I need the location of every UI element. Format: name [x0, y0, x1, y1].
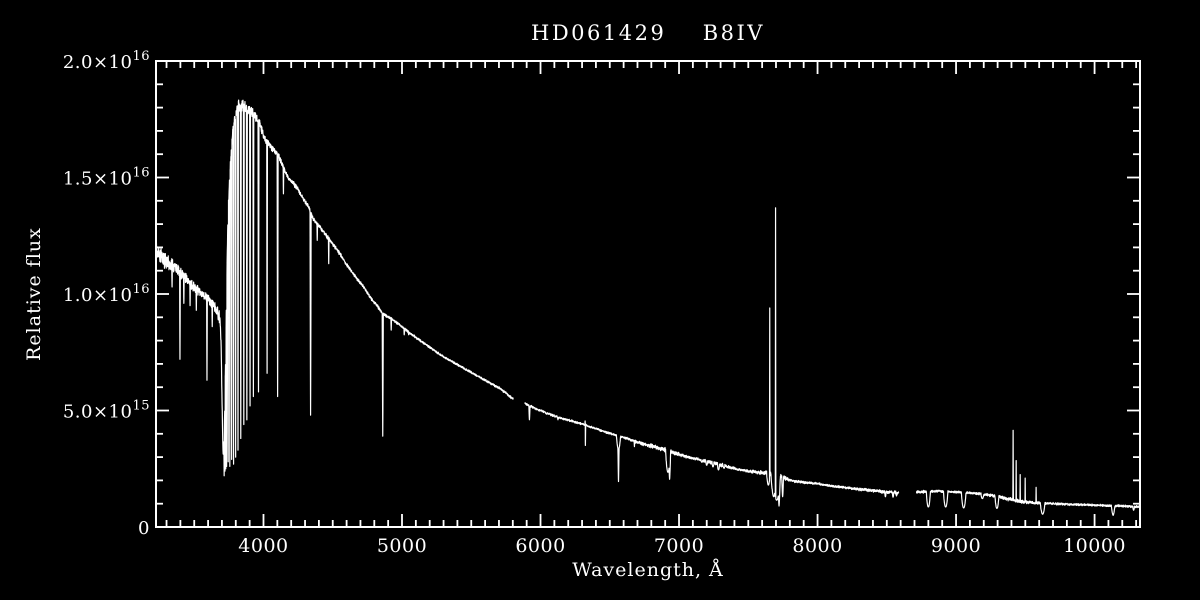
- y-tick-label: 0: [138, 518, 150, 539]
- x-tick-label: 10000: [1063, 535, 1126, 557]
- y-tick-label: 1.5×1016: [63, 166, 150, 190]
- x-tick-label: 8000: [792, 535, 842, 557]
- x-tick-label: 4000: [238, 535, 288, 557]
- plot-frame: [155, 60, 1141, 528]
- y-tick-label: 1.0×1016: [63, 282, 150, 306]
- y-axis-label: Relative flux: [23, 227, 45, 361]
- axis-ticks: [157, 62, 1139, 526]
- axis-tick-labels: 4000 5000 6000 7000 8000 9000 10000 0 5.0×1015 1.…: [63, 49, 1126, 557]
- y-tick-label: 2.0×1016: [63, 49, 150, 73]
- x-axis-label: Wavelength, Å: [572, 559, 724, 581]
- x-tick-label: 7000: [654, 535, 704, 557]
- spectrum-line: [155, 99, 1141, 516]
- x-tick-label: 9000: [931, 535, 981, 557]
- y-tick-label: 5.0×1015: [63, 399, 150, 423]
- x-tick-label: 6000: [515, 535, 565, 557]
- x-tick-label: 5000: [377, 535, 427, 557]
- chart-title: HD061429 B8IV: [531, 21, 765, 45]
